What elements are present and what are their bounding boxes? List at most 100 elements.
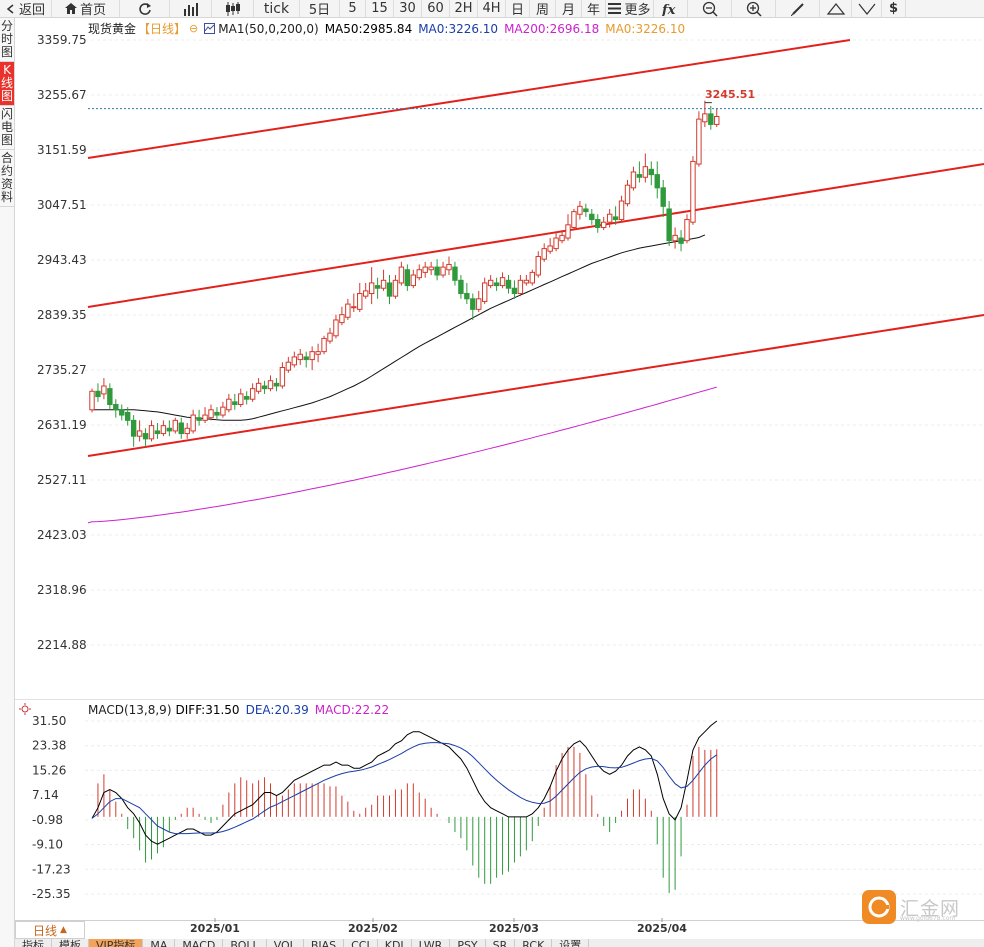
toolbar-button-home[interactable]: 首页 <box>52 0 120 17</box>
candle <box>690 156 696 225</box>
indicator-tab-12[interactable]: SR <box>486 939 516 947</box>
candle <box>184 422 190 439</box>
chart-legend: 现货黄金 【日线】 ⊖ MA1(50,0,200,0) MA50:2985.84… <box>88 20 685 37</box>
candle <box>422 261 428 278</box>
toolbar-button-refresh[interactable] <box>120 0 170 17</box>
toolbar-button-label-16[interactable]: 年 <box>582 0 606 17</box>
indicator-icon[interactable] <box>204 23 216 34</box>
y-tick-label: 2527.11 <box>37 473 87 487</box>
y-tick-label: 31.50 <box>32 714 66 728</box>
candle <box>363 282 369 299</box>
toolbar-button-chevron-down[interactable] <box>852 0 882 17</box>
trend-lines[interactable] <box>87 39 984 457</box>
indicator-tab-6[interactable]: VOL <box>267 939 304 947</box>
bar-chart-icon <box>183 2 199 16</box>
toolbar-button-bar-chart[interactable] <box>170 0 212 17</box>
period-selector[interactable]: 日线 ▲ <box>15 921 85 939</box>
toolbar-button-candlestick[interactable] <box>212 0 254 17</box>
dea-value: DEA:20.39 <box>245 703 309 717</box>
toolbar-button-label-24[interactable]: $ <box>882 0 906 17</box>
candle <box>547 238 553 254</box>
x-tick-label: 2025/04 <box>637 922 687 935</box>
y-tick-label: 2214.88 <box>37 638 87 652</box>
candle <box>470 293 476 320</box>
toolbar-button-menu[interactable]: 更多 <box>606 0 654 17</box>
toolbar-button-zoom-in[interactable] <box>732 0 776 17</box>
candle <box>285 356 292 373</box>
candle <box>95 383 101 402</box>
macd-indicator-label[interactable]: MACD(13,8,9) <box>88 703 172 717</box>
toolbar-button-label-11[interactable]: 2H <box>450 0 478 17</box>
candle <box>333 314 339 339</box>
candle <box>386 275 393 305</box>
toolbar-button-label-8[interactable]: 15 <box>366 0 394 17</box>
indicator-tab-4[interactable]: MACD <box>175 939 224 947</box>
toolbar-button-label-7[interactable]: 5 <box>340 0 366 17</box>
candle <box>452 261 458 286</box>
indicator-tab-9[interactable]: KDJ <box>378 939 412 947</box>
toolbar-button-label-9[interactable]: 30 <box>394 0 422 17</box>
indicator-tab-2[interactable]: VIP指标 <box>89 939 144 947</box>
toolbar-button-zoom-out[interactable] <box>688 0 732 17</box>
toolbar-button-fx[interactable]: fx <box>654 0 688 17</box>
candle <box>101 378 107 400</box>
candle <box>553 232 559 252</box>
fx-icon: fx <box>662 2 680 16</box>
toolbar-button-label-6[interactable]: 5日 <box>300 0 340 17</box>
candle <box>595 214 601 233</box>
toolbar-button-label-10[interactable]: 60 <box>422 0 450 17</box>
y-tick-label: 2423.03 <box>37 528 87 542</box>
side-tab-0[interactable]: 分时图 <box>0 18 14 62</box>
crosshair-icon[interactable] <box>19 703 31 715</box>
candle <box>434 259 440 281</box>
indicator-tab-0[interactable]: 指标 <box>15 939 52 947</box>
zoom-in-icon <box>746 1 762 17</box>
side-tab-1[interactable]: K线图 <box>0 62 14 106</box>
toolbar-button-label-15[interactable]: 月 <box>556 0 582 17</box>
toolbar-button-label-14[interactable]: 周 <box>530 0 556 17</box>
toolbar-button-label-13[interactable]: 日 <box>506 0 530 17</box>
toolbar-button-back[interactable]: 返回 <box>0 0 52 17</box>
settings-icon[interactable]: ⊖ <box>189 22 199 35</box>
x-tick-label: 2025/02 <box>348 922 398 935</box>
indicator-tab-11[interactable]: PSY <box>450 939 486 947</box>
indicator-tab-7[interactable]: BIAS <box>304 939 345 947</box>
macd-gridlines <box>85 720 984 895</box>
toolbar-button-label-5[interactable]: tick <box>254 0 300 17</box>
side-tab-2[interactable]: 闪电图 <box>0 106 14 150</box>
indicator-tab-13[interactable]: RCK <box>515 939 553 947</box>
candle <box>589 208 595 225</box>
candle <box>309 346 315 371</box>
candle <box>708 105 714 130</box>
candle <box>357 282 363 313</box>
logo-subtext: www.gold678.com <box>900 915 956 922</box>
dea-line <box>91 742 718 835</box>
candle <box>261 380 268 394</box>
trend-line-lower <box>87 314 984 457</box>
side-tab-3[interactable]: 合约资料 <box>0 150 14 207</box>
candle <box>517 275 524 297</box>
indicator-tab-5[interactable]: BOLL <box>223 939 267 947</box>
ma200-value: MA200:2696.18 <box>504 21 600 36</box>
candle <box>565 214 571 241</box>
candle <box>499 272 506 289</box>
toolbar-button-pen[interactable] <box>776 0 820 17</box>
toolbar-button-triangle[interactable] <box>820 0 852 17</box>
indicator-tab-1[interactable]: 模板 <box>52 939 89 947</box>
candle <box>577 201 583 220</box>
indicator-tab-10[interactable]: LWR <box>412 939 451 947</box>
candle <box>702 100 708 128</box>
menu-icon <box>608 3 622 14</box>
back-icon <box>6 3 16 14</box>
ma-indicator-label[interactable]: MA1(50,0,200,0) <box>218 21 319 36</box>
y-tick-label: 3359.75 <box>37 33 87 47</box>
last-price-label: 3245.51 <box>705 88 755 101</box>
toolbar-button-label-12[interactable]: 4H <box>478 0 506 17</box>
indicator-tab-3[interactable]: MA <box>143 939 176 947</box>
indicator-tab-8[interactable]: CCI <box>344 939 378 947</box>
candle <box>392 275 399 299</box>
candle <box>374 277 381 299</box>
indicator-tab-14[interactable]: 设置 <box>552 939 590 947</box>
ma50-value: MA50:2985.84 <box>324 21 413 36</box>
